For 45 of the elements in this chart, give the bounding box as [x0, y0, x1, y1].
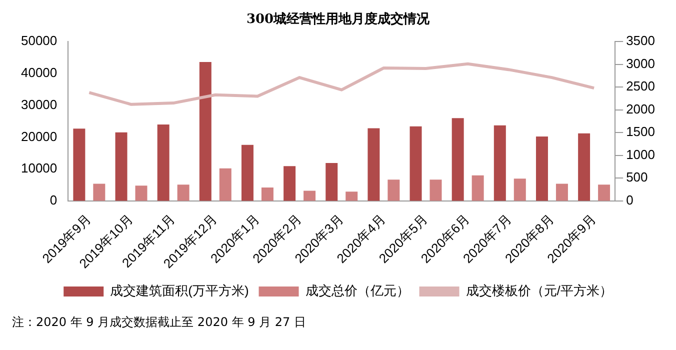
- y2-tick-label: 2500: [626, 78, 655, 94]
- y2-tick-label: 1500: [626, 124, 655, 140]
- y-tick-label: 50000: [20, 33, 58, 48]
- bar: [472, 175, 484, 201]
- legend-label: 成交总价（亿元）: [305, 283, 410, 298]
- y-tick-label: 40000: [20, 65, 58, 80]
- legend-label: 成交楼板价（元/平方米）: [466, 283, 612, 298]
- y-tick-label: 0: [50, 192, 58, 208]
- bar: [284, 166, 296, 201]
- bar: [261, 188, 274, 201]
- bar: [410, 126, 422, 201]
- bar: [93, 184, 106, 201]
- bar: [135, 186, 148, 201]
- bar: [430, 180, 442, 201]
- y-tick-label: 10000: [20, 160, 58, 176]
- bar: [219, 168, 232, 201]
- y2-tick-label: 3500: [626, 33, 655, 48]
- bar: [388, 180, 400, 201]
- y2-tick-label: 2000: [626, 101, 655, 116]
- bar: [578, 133, 590, 201]
- bar: [598, 184, 610, 201]
- y2-tick-label: 0: [626, 192, 634, 208]
- chart-title: 300城经营性用地月度成交情况: [246, 11, 431, 28]
- text: 注：2020 年 9 月成交数据截止至 2020 年 9 月 27 日: [12, 314, 307, 331]
- bar: [494, 125, 506, 201]
- bar: [115, 132, 128, 201]
- bar: [368, 128, 380, 201]
- bar: [304, 190, 316, 201]
- bar: [514, 178, 526, 201]
- bar: [199, 62, 212, 201]
- bar: [177, 184, 190, 201]
- y-tick-label: 20000: [20, 128, 58, 144]
- bar: [326, 162, 338, 201]
- bar: [536, 136, 548, 201]
- bar: [452, 118, 464, 201]
- y-tick-label: 30000: [20, 96, 58, 112]
- y2-tick-label: 1000: [626, 146, 655, 162]
- bar: [157, 124, 170, 201]
- bar: [346, 192, 358, 201]
- bar: [556, 184, 568, 201]
- legend-label: 成交建筑面积(万平方米): [110, 283, 249, 298]
- y2-tick-label: 500: [626, 170, 648, 185]
- bar: [241, 144, 254, 201]
- bar: [73, 128, 86, 201]
- y2-tick-label: 3000: [626, 56, 655, 71]
